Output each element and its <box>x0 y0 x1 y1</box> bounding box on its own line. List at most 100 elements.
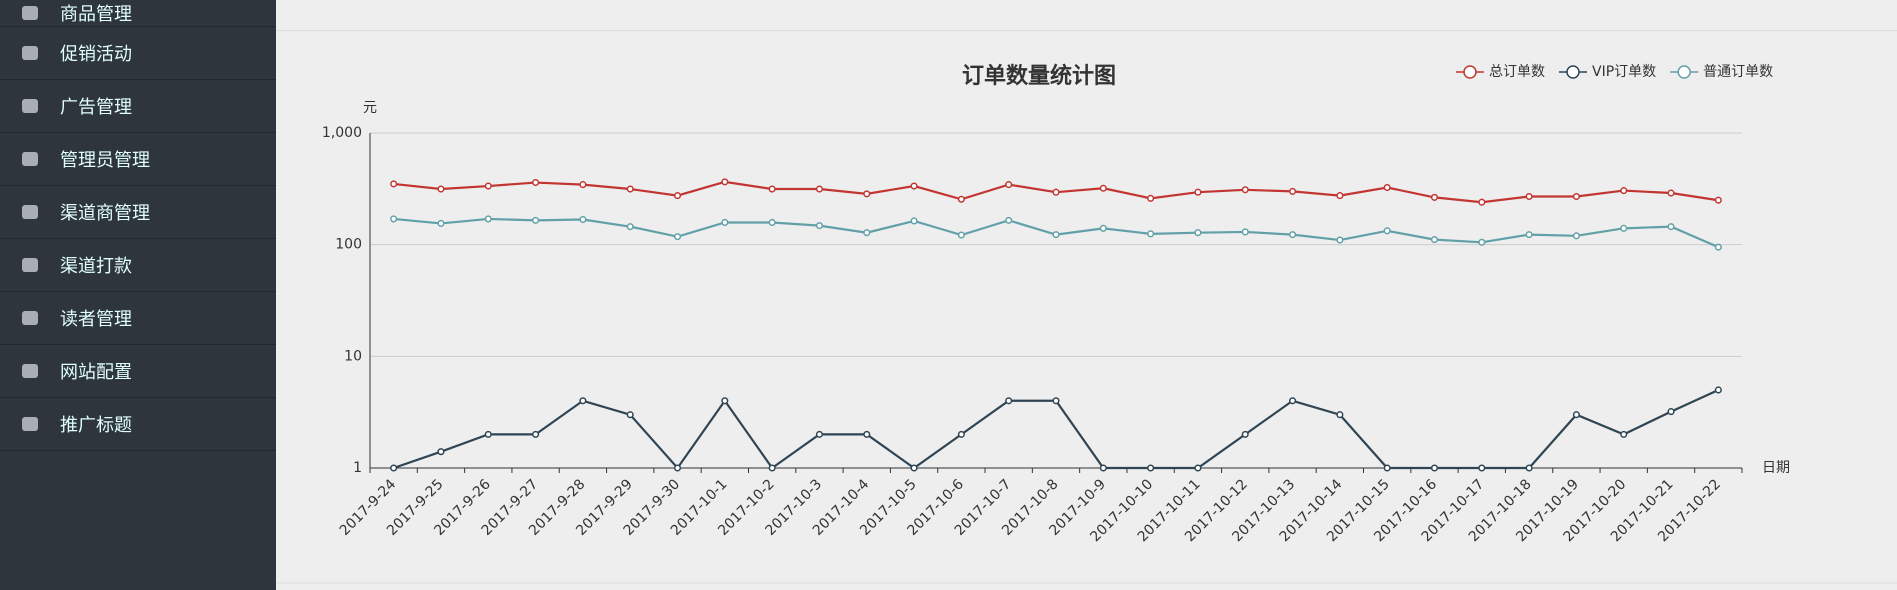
menu-label: 渠道商管理 <box>60 203 150 224</box>
menu-icon <box>22 6 38 20</box>
point <box>1383 464 1391 472</box>
menu-icon <box>22 152 38 166</box>
point <box>626 223 634 231</box>
point <box>1620 430 1628 438</box>
point <box>1241 430 1249 438</box>
point <box>1099 184 1107 192</box>
legend-marker <box>1677 65 1691 79</box>
menu-item[interactable]: 广告管理 <box>0 80 276 133</box>
menu-item[interactable]: 促销活动 <box>0 27 276 80</box>
point <box>484 215 492 223</box>
point <box>1241 186 1249 194</box>
menu-item[interactable]: 管理员管理 <box>0 133 276 186</box>
menu-icon <box>22 417 38 431</box>
point <box>721 218 729 227</box>
point <box>1052 188 1060 196</box>
point <box>673 233 682 241</box>
point <box>1525 192 1533 201</box>
point <box>1147 194 1155 202</box>
point <box>815 430 823 438</box>
point <box>1383 183 1391 192</box>
header <box>276 0 1897 31</box>
y-tick-label: 10 <box>344 348 362 364</box>
legend-label: 总订单数 <box>1489 64 1545 80</box>
point <box>1099 224 1107 232</box>
point <box>1099 464 1107 472</box>
point <box>437 219 445 227</box>
point <box>532 216 540 224</box>
menu-item[interactable]: 渠道商管理 <box>0 186 276 239</box>
menu-icon <box>22 311 38 325</box>
point <box>957 231 965 239</box>
menu-icon <box>22 205 38 219</box>
menu-label: 管理员管理 <box>60 150 150 171</box>
point <box>673 192 682 200</box>
legend-marker <box>1566 65 1580 79</box>
menu-label: 渠道打款 <box>60 256 132 277</box>
point <box>532 178 540 187</box>
point <box>390 464 398 472</box>
y-tick-label: 1 <box>353 460 362 476</box>
point <box>1572 232 1580 240</box>
point <box>484 430 492 438</box>
point <box>1572 192 1580 201</box>
point <box>1052 397 1060 405</box>
point <box>721 397 729 405</box>
point <box>1005 397 1013 405</box>
point <box>1336 236 1344 244</box>
point <box>437 448 445 456</box>
point <box>579 397 587 405</box>
point <box>863 190 871 198</box>
sidebar: 商品管理促销活动广告管理管理员管理渠道商管理渠道打款读者管理网站配置推广标题 <box>0 0 276 590</box>
point <box>1052 231 1060 239</box>
point <box>768 185 776 193</box>
point <box>1147 230 1155 238</box>
point <box>1478 464 1486 472</box>
point <box>1336 192 1344 200</box>
chart: 订单数量统计图 元 日期 1101001,0002017-9-242017-9-… <box>276 63 1897 584</box>
point <box>579 215 587 224</box>
chart-title: 订单数量统计图 <box>962 63 1116 89</box>
menu-item[interactable]: 渠道打款 <box>0 239 276 292</box>
point <box>1430 464 1439 472</box>
point <box>673 464 682 472</box>
menu-icon <box>22 364 38 378</box>
point <box>626 411 634 419</box>
point <box>1194 229 1202 237</box>
y-axis-label: 元 <box>363 100 377 116</box>
point <box>1714 196 1722 204</box>
point <box>863 430 871 438</box>
point <box>1667 408 1675 416</box>
menu-item[interactable]: 读者管理 <box>0 292 276 345</box>
y-tick-label: 100 <box>335 237 362 253</box>
legend-label: 普通订单数 <box>1703 64 1773 80</box>
point <box>1289 231 1297 239</box>
point <box>910 464 918 472</box>
point <box>579 181 587 189</box>
point <box>1147 464 1155 472</box>
menu-label: 促销活动 <box>60 44 132 65</box>
menu-label: 网站配置 <box>60 362 132 383</box>
point <box>1194 464 1202 472</box>
menu-item[interactable]: 推广标题 <box>0 398 276 451</box>
point <box>1667 189 1675 197</box>
menu-item[interactable]: 商品管理 <box>0 0 276 27</box>
point <box>1289 397 1297 405</box>
menu-item[interactable]: 网站配置 <box>0 345 276 398</box>
menu-label: 广告管理 <box>60 97 132 118</box>
point <box>1714 386 1722 394</box>
point <box>1478 238 1486 246</box>
point <box>768 464 776 472</box>
y-tick-label: 1,000 <box>322 125 362 141</box>
x-axis-label: 日期 <box>1762 460 1790 476</box>
point <box>1383 227 1391 235</box>
point <box>437 185 445 193</box>
menu-label: 推广标题 <box>60 415 132 436</box>
point <box>626 185 634 193</box>
point <box>1525 464 1533 472</box>
point <box>1430 236 1439 244</box>
point <box>957 195 965 203</box>
point <box>815 185 823 193</box>
point <box>532 430 540 438</box>
point <box>1430 193 1439 201</box>
